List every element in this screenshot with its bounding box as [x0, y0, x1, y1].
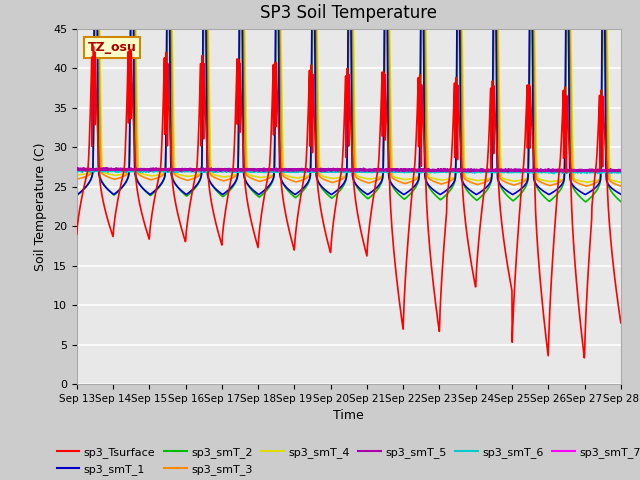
sp3_smT_4 [338, 174, 346, 180]
sp3_smT_1 [502, 187, 509, 193]
sp3_smT_1 [338, 183, 346, 189]
sp3_smT_6 [617, 169, 625, 175]
sp3_smT_7 [602, 168, 609, 174]
sp3_smT_6 [602, 169, 609, 175]
sp3_smT_5 [602, 168, 609, 173]
Line: sp3_smT_7: sp3_smT_7 [77, 169, 621, 172]
sp3_smT_2 [338, 186, 346, 192]
sp3_smT_3 [73, 175, 81, 181]
sp3_Tsurface [602, 145, 609, 151]
sp3_smT_1 [617, 192, 625, 197]
sp3_smT_5 [101, 166, 109, 172]
sp3_smT_2 [602, 24, 609, 30]
sp3_smT_6 [502, 169, 509, 175]
X-axis label: Time: Time [333, 409, 364, 422]
sp3_smT_6 [90, 167, 97, 173]
sp3_Tsurface [580, 355, 588, 361]
Legend: sp3_Tsurface, sp3_smT_1, sp3_smT_2, sp3_smT_3, sp3_smT_4, sp3_smT_5, sp3_smT_6, : sp3_Tsurface, sp3_smT_1, sp3_smT_2, sp3_… [52, 443, 640, 479]
Y-axis label: Soil Temperature (C): Soil Temperature (C) [35, 142, 47, 271]
sp3_smT_2 [582, 199, 589, 205]
sp3_smT_1 [324, 189, 332, 195]
sp3_smT_5 [617, 168, 625, 174]
Text: TZ_osu: TZ_osu [88, 41, 136, 54]
sp3_smT_3 [502, 179, 509, 185]
Line: sp3_smT_6: sp3_smT_6 [77, 170, 621, 173]
sp3_smT_7 [612, 169, 620, 175]
sp3_smT_5 [323, 168, 331, 173]
sp3_smT_6 [73, 168, 81, 174]
Line: sp3_smT_5: sp3_smT_5 [77, 168, 621, 171]
sp3_smT_4 [617, 180, 625, 185]
sp3_smT_5 [467, 168, 474, 174]
sp3_Tsurface [90, 44, 97, 49]
sp3_smT_4 [73, 171, 81, 177]
sp3_smT_2 [101, 183, 109, 189]
sp3_smT_5 [502, 168, 509, 173]
sp3_smT_6 [323, 168, 331, 174]
sp3_Tsurface [502, 249, 509, 255]
sp3_smT_4 [101, 170, 109, 176]
sp3_smT_7 [502, 168, 509, 174]
sp3_smT_7 [601, 168, 609, 174]
sp3_smT_1 [101, 183, 109, 189]
sp3_smT_2 [502, 191, 509, 196]
sp3_smT_7 [323, 168, 331, 173]
sp3_smT_6 [101, 168, 109, 174]
sp3_smT_4 [323, 175, 331, 180]
sp3_Tsurface [338, 168, 346, 174]
sp3_smT_6 [338, 169, 346, 175]
sp3_smT_1 [255, 192, 262, 197]
sp3_smT_1 [602, 133, 609, 139]
sp3_smT_6 [602, 169, 609, 175]
Line: sp3_smT_4: sp3_smT_4 [77, 0, 621, 182]
sp3_smT_7 [73, 167, 81, 173]
Line: sp3_smT_3: sp3_smT_3 [77, 0, 621, 186]
Line: sp3_smT_2: sp3_smT_2 [77, 0, 621, 202]
sp3_smT_5 [74, 166, 81, 171]
sp3_smT_3 [323, 178, 331, 183]
sp3_smT_5 [602, 168, 609, 173]
sp3_smT_6 [550, 170, 557, 176]
sp3_smT_5 [73, 166, 81, 171]
sp3_smT_1 [73, 191, 81, 197]
sp3_Tsurface [73, 231, 81, 237]
sp3_smT_7 [617, 168, 625, 174]
sp3_smT_3 [582, 183, 590, 189]
sp3_smT_3 [101, 172, 109, 178]
sp3_Tsurface [323, 237, 331, 243]
sp3_smT_3 [617, 183, 625, 189]
sp3_smT_2 [323, 192, 331, 197]
sp3_smT_7 [101, 167, 109, 173]
sp3_smT_7 [99, 166, 106, 172]
sp3_smT_2 [617, 199, 625, 204]
sp3_smT_4 [502, 176, 509, 182]
sp3_smT_2 [73, 191, 81, 196]
sp3_smT_2 [602, 60, 609, 66]
sp3_Tsurface [602, 141, 609, 147]
sp3_smT_3 [338, 177, 346, 182]
Line: sp3_Tsurface: sp3_Tsurface [77, 47, 621, 358]
sp3_smT_1 [602, 99, 609, 105]
sp3_Tsurface [101, 206, 109, 212]
Title: SP3 Soil Temperature: SP3 Soil Temperature [260, 4, 437, 22]
sp3_smT_7 [338, 167, 346, 173]
Line: sp3_smT_1: sp3_smT_1 [77, 0, 621, 194]
sp3_smT_5 [338, 167, 346, 172]
sp3_Tsurface [617, 320, 625, 326]
